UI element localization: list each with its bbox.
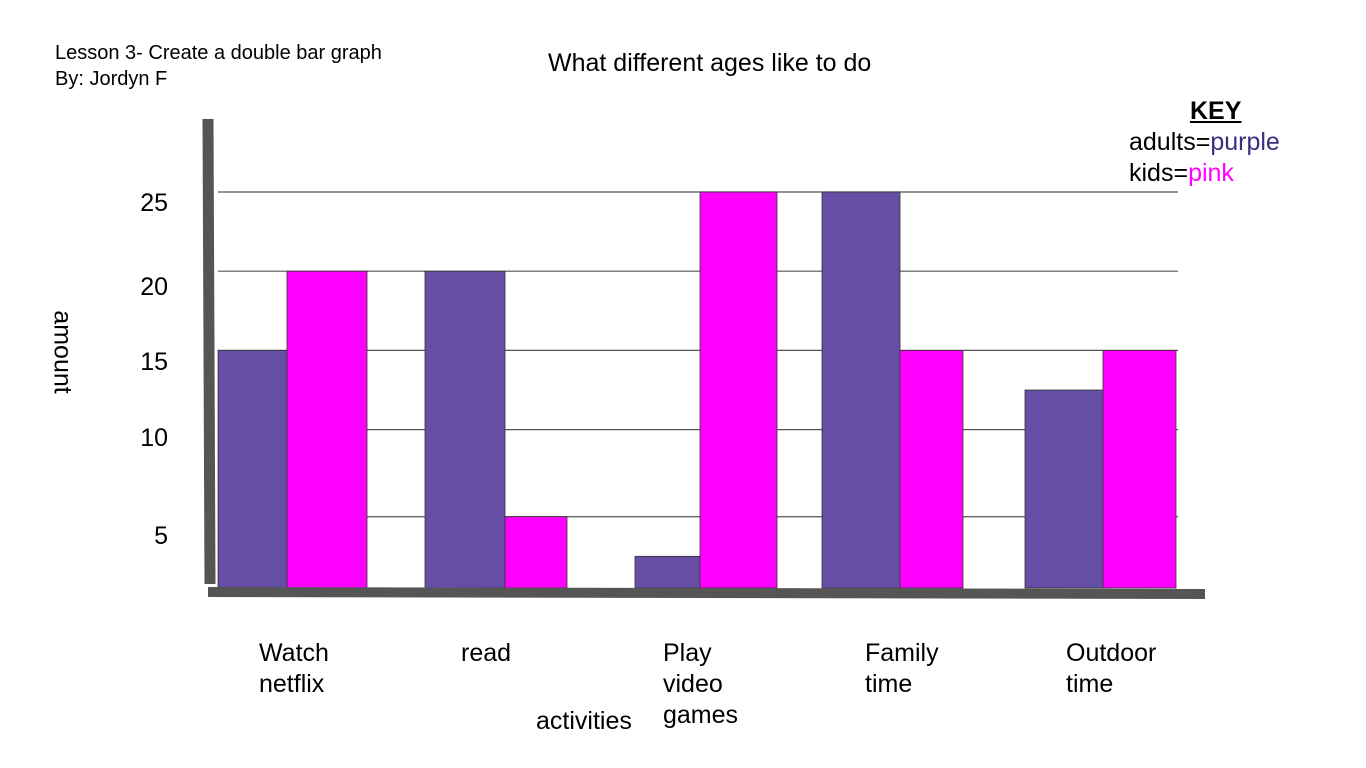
key-kids-color-word: pink — [1188, 159, 1234, 187]
key-title: KEY — [1190, 97, 1242, 125]
key-adults-row: adults=purple — [1129, 127, 1280, 158]
bar-kids-2 — [699, 191, 778, 589]
x-tick-label: Family time — [865, 639, 939, 698]
bar-kids-4 — [1102, 349, 1177, 589]
bar-adults-4 — [1024, 389, 1104, 589]
x-tick-label: read — [461, 639, 512, 667]
key-kids-row: kids=pink — [1129, 158, 1280, 189]
bar-kids-3 — [899, 349, 964, 589]
lesson-title: Lesson 3- Create a double bar graph — [55, 42, 382, 64]
x-axis-label: activities — [536, 707, 632, 735]
bar-adults-1 — [424, 270, 506, 589]
y-tick-label: 5 — [154, 522, 168, 550]
author-line: By: Jordyn F — [55, 68, 168, 90]
x-tick-label: Watch netflix — [259, 639, 329, 698]
key-kids-prefix: kids= — [1129, 159, 1189, 187]
y-axis-line — [202, 118, 216, 585]
lesson-header: Lesson 3- Create a double bar graph By: … — [55, 40, 382, 92]
bar-adults-2 — [634, 555, 701, 589]
key-adults-color-word: purple — [1210, 128, 1280, 156]
legend-key: KEY adults=purple kids=pink — [1129, 96, 1280, 189]
x-tick-label: Outdoor time — [1066, 639, 1157, 698]
y-tick-label: 25 — [140, 189, 168, 217]
bar-adults-3 — [821, 191, 901, 589]
chart-title: What different ages like to do — [548, 49, 872, 77]
key-adults-prefix: adults= — [1129, 128, 1211, 156]
bar-kids-1 — [504, 516, 568, 589]
y-tick-label: 10 — [140, 424, 168, 452]
x-axis-line — [207, 587, 1206, 599]
bar-kids-0 — [286, 270, 368, 589]
y-tick-label: 20 — [140, 273, 168, 301]
bar-adults-0 — [217, 349, 288, 589]
x-tick-label: Play video games — [663, 639, 739, 729]
y-tick-label: 15 — [140, 348, 168, 376]
